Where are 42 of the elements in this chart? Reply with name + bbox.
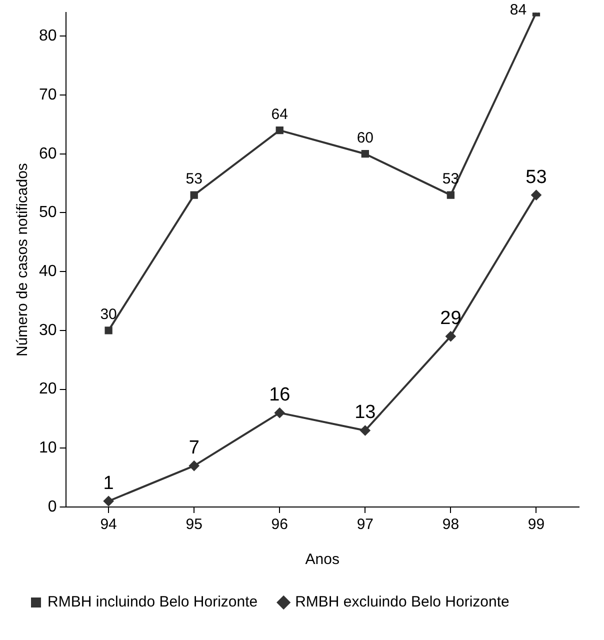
data-label: 1 xyxy=(103,472,114,494)
data-label: 60 xyxy=(356,130,374,146)
point xyxy=(104,496,114,506)
y-tick-label: 70 xyxy=(39,86,57,104)
point xyxy=(360,425,370,436)
y-tick-label: 50 xyxy=(39,204,57,222)
x-tick-label: 97 xyxy=(356,516,374,534)
y-axis-title: Número de casos notificados xyxy=(14,163,32,357)
point xyxy=(446,191,455,199)
x-axis-title: Anos xyxy=(305,551,340,568)
y-tick-label: 40 xyxy=(39,262,57,280)
point xyxy=(531,190,542,200)
data-label: 53 xyxy=(526,166,547,188)
y-tick-label: 10 xyxy=(39,440,57,457)
point xyxy=(189,460,200,471)
data-label: 29 xyxy=(440,308,462,330)
x-tick-label: 99 xyxy=(528,516,545,534)
point xyxy=(276,126,284,134)
data-label: 13 xyxy=(354,402,376,424)
legend-label: RMBH incluindo Belo Horizonte xyxy=(48,594,258,611)
y-tick-label: 60 xyxy=(39,145,57,162)
point xyxy=(104,326,112,334)
data-label: 64 xyxy=(271,106,288,123)
point xyxy=(361,150,369,158)
point xyxy=(274,408,285,418)
point xyxy=(446,331,456,342)
point xyxy=(190,191,198,199)
x-tick-label: 94 xyxy=(100,516,117,534)
data-label: 30 xyxy=(100,306,117,324)
data-label: 16 xyxy=(269,384,290,406)
data-label: 53 xyxy=(186,170,202,188)
legend-label: RMBH excluindo Belo Horizonte xyxy=(295,594,510,611)
data-label: 53 xyxy=(442,170,460,188)
x-tick-label: 98 xyxy=(442,516,460,534)
y-tick-label: 0 xyxy=(48,498,57,516)
data-label: 84 xyxy=(510,2,527,19)
x-tick-label: 96 xyxy=(271,516,288,534)
y-tick-label: 30 xyxy=(39,322,57,339)
x-tick-label: 95 xyxy=(186,516,202,534)
y-tick-label: 20 xyxy=(39,380,57,398)
y-tick-label: 80 xyxy=(39,28,57,45)
data-label: 7 xyxy=(188,438,200,459)
